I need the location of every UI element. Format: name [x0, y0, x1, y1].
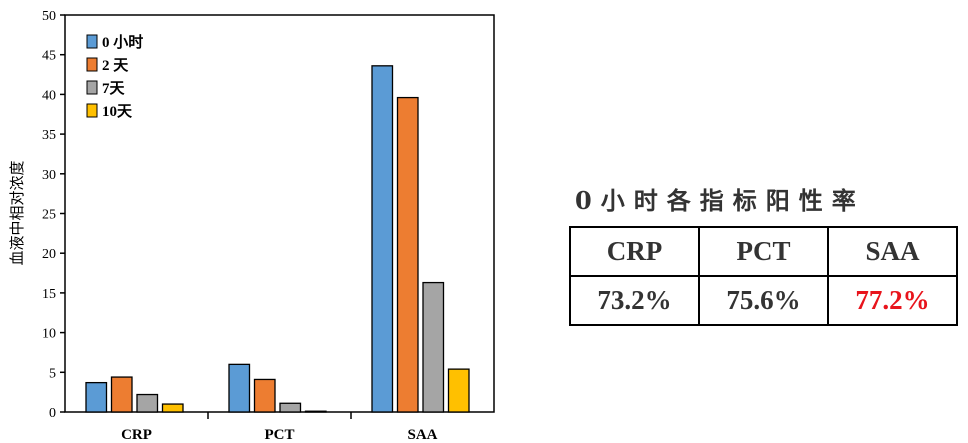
bar-chart: 血液中相对浓度 0 5 10 15 20 25 30 35 40 45 50 CRP PCT SAA 0 … [8, 9, 495, 443]
table-header-row: CRP PCT SAA [569, 226, 958, 277]
table-value-row: 73.2% 75.6% 77.2% [569, 275, 958, 326]
y-tick-label: 15 [42, 287, 56, 302]
bar-crp-series-0 [85, 381, 108, 413]
bar-crp-series-1 [110, 376, 133, 413]
header-crp: CRP [569, 226, 700, 277]
bar-saa-series-2 [422, 281, 445, 413]
bar-saa-series-3 [447, 368, 470, 413]
legend-label: 0 小时 [102, 34, 143, 51]
rate-table-title: 0小时各指标阳性率 [575, 186, 865, 215]
legend-swatch [86, 57, 98, 72]
legend-label: 10天 [102, 103, 133, 120]
x-category-label: CRP [121, 427, 152, 443]
bar-saa-series-0 [371, 65, 394, 413]
positive-rate-table: CRP PCT SAA 73.2% 75.6% 77.2% [569, 226, 958, 326]
value-crp: 73.2% [569, 275, 700, 326]
bar-saa-series-1 [396, 96, 419, 413]
legend-label: 2 天 [102, 57, 129, 74]
y-tick-label: 45 [42, 49, 56, 64]
bar-pct-series-0 [228, 363, 251, 413]
y-tick-label: 10 [42, 327, 56, 342]
value-pct: 75.6% [698, 275, 829, 326]
y-tick-label: 20 [42, 247, 56, 262]
y-tick-label: 30 [42, 168, 56, 183]
bar-pct-series-3 [304, 410, 327, 413]
value-saa: 77.2% [827, 275, 958, 326]
y-tick-label: 40 [42, 88, 56, 103]
bar-crp-series-2 [136, 393, 159, 413]
y-tick-label: 50 [42, 9, 56, 24]
y-tick-label: 0 [49, 406, 56, 421]
legend-swatch [86, 80, 98, 95]
y-tick-label: 35 [42, 128, 56, 143]
bar-crp-series-3 [161, 403, 184, 413]
bar-pct-series-1 [253, 378, 276, 413]
bar-pct-series-2 [279, 402, 302, 413]
header-pct: PCT [698, 226, 829, 277]
y-axis-label: 血液中相对浓度 [8, 160, 26, 265]
x-category-label: PCT [265, 427, 295, 443]
header-saa: SAA [827, 226, 958, 277]
x-category-label: SAA [407, 427, 437, 443]
legend-label: 7天 [102, 80, 126, 97]
y-tick-label: 5 [49, 366, 56, 381]
y-tick-label: 25 [42, 208, 56, 223]
legend-swatch [86, 34, 98, 49]
legend-swatch [86, 103, 98, 118]
